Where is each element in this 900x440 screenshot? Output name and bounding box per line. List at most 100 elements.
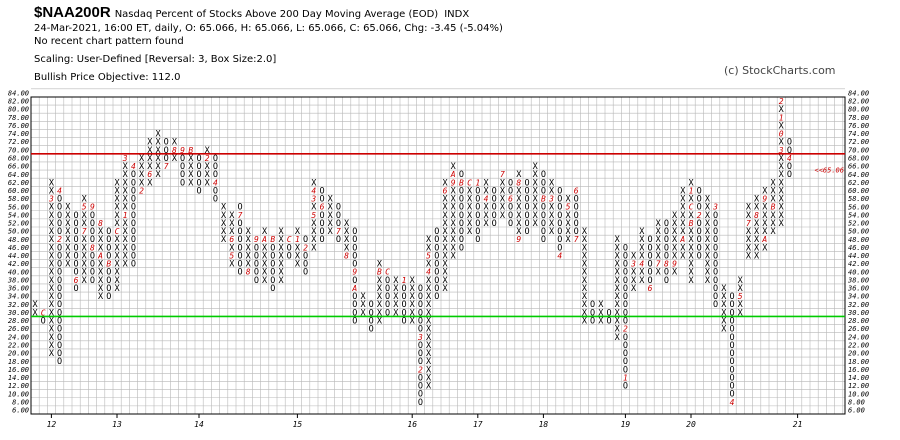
o-box: O bbox=[697, 227, 702, 237]
month-marker: 1 bbox=[475, 178, 480, 187]
x-box: X bbox=[705, 276, 711, 286]
x-box: X bbox=[467, 203, 473, 213]
o-box: O bbox=[319, 211, 324, 221]
x-box: X bbox=[147, 154, 153, 164]
x-box: X bbox=[451, 186, 457, 196]
x-box: X bbox=[123, 243, 129, 253]
chart-header: $NAA200R Nasdaq Percent of Stocks Above 2… bbox=[34, 4, 594, 84]
o-box: O bbox=[385, 276, 390, 286]
month-marker: 2 bbox=[418, 365, 423, 374]
x-box: X bbox=[393, 308, 399, 318]
y-tick-label-right: 82.00 bbox=[848, 98, 869, 106]
o-box: O bbox=[623, 333, 628, 343]
y-tick-label-right: 52.00 bbox=[848, 220, 869, 228]
o-box: O bbox=[713, 235, 718, 245]
o-box: O bbox=[131, 170, 136, 180]
year-label: 19 bbox=[621, 420, 631, 429]
x-box: X bbox=[500, 195, 506, 205]
month-marker: 2 bbox=[697, 211, 702, 220]
o-box: O bbox=[418, 357, 423, 367]
x-box: X bbox=[49, 251, 55, 261]
x-box: X bbox=[533, 170, 539, 180]
o-box: O bbox=[57, 284, 62, 294]
x-box: X bbox=[377, 292, 383, 302]
o-box: O bbox=[254, 260, 259, 270]
x-box: X bbox=[483, 211, 489, 221]
y-tick-label-left: 84.00 bbox=[8, 89, 29, 97]
x-box: X bbox=[426, 357, 432, 367]
x-box: X bbox=[705, 203, 711, 213]
x-box: X bbox=[615, 308, 621, 318]
month-marker: 6 bbox=[508, 195, 513, 204]
x-box: X bbox=[426, 349, 432, 359]
x-box: X bbox=[114, 203, 120, 213]
o-box: O bbox=[164, 154, 169, 164]
month-marker: 3 bbox=[310, 195, 316, 204]
o-box: O bbox=[508, 203, 513, 213]
month-marker: 3 bbox=[778, 146, 784, 155]
current-price-marker: <<65.06 bbox=[814, 166, 844, 174]
o-box: O bbox=[131, 251, 136, 261]
o-box: O bbox=[237, 243, 242, 253]
o-box: O bbox=[270, 268, 275, 278]
y-tick-label-right: 74.00 bbox=[848, 130, 869, 138]
x-box: X bbox=[65, 219, 71, 229]
o-box: O bbox=[475, 219, 480, 229]
x-box: X bbox=[360, 300, 366, 310]
x-box: X bbox=[65, 203, 71, 213]
o-box: O bbox=[73, 251, 78, 261]
x-box: X bbox=[721, 317, 727, 327]
x-box: X bbox=[139, 154, 145, 164]
month-marker: C bbox=[467, 178, 472, 187]
month-marker: 4 bbox=[557, 251, 562, 260]
x-box: X bbox=[278, 243, 284, 253]
o-box: O bbox=[369, 325, 374, 335]
x-box: X bbox=[762, 186, 768, 196]
title-line: $NAA200R Nasdaq Percent of Stocks Above 2… bbox=[34, 4, 594, 22]
o-box: O bbox=[590, 317, 595, 327]
year-label: 12 bbox=[47, 420, 57, 429]
month-marker: 3 bbox=[417, 333, 423, 342]
x-box: X bbox=[598, 308, 604, 318]
o-box: O bbox=[336, 203, 341, 213]
o-box: O bbox=[213, 162, 218, 172]
o-box: O bbox=[623, 276, 628, 286]
o-box: O bbox=[459, 211, 464, 221]
x-box: X bbox=[49, 219, 55, 229]
y-tick-label-left: 60.00 bbox=[8, 187, 29, 195]
o-box: O bbox=[434, 268, 439, 278]
month-marker: 2 bbox=[303, 243, 308, 252]
o-box: O bbox=[237, 219, 242, 229]
o-box: O bbox=[57, 349, 62, 359]
month-marker: 7 bbox=[500, 170, 505, 179]
x-box: X bbox=[762, 211, 768, 221]
o-box: O bbox=[352, 292, 357, 302]
o-box: O bbox=[319, 186, 324, 196]
x-box: X bbox=[410, 276, 416, 286]
o-box: O bbox=[287, 243, 292, 253]
x-box: X bbox=[205, 146, 211, 156]
x-box: X bbox=[114, 178, 120, 188]
o-box: O bbox=[254, 251, 259, 261]
x-box: X bbox=[451, 219, 457, 229]
month-marker: 5 bbox=[426, 251, 431, 260]
month-marker: A bbox=[450, 170, 456, 179]
month-marker: B bbox=[377, 268, 382, 277]
o-box: O bbox=[541, 227, 546, 237]
month-marker: 9 bbox=[180, 146, 185, 155]
x-box: X bbox=[123, 170, 129, 180]
o-box: O bbox=[713, 243, 718, 253]
x-box: X bbox=[442, 268, 448, 278]
x-box: X bbox=[615, 333, 621, 343]
x-box: X bbox=[32, 300, 38, 310]
o-box: O bbox=[106, 284, 111, 294]
x-box: X bbox=[770, 186, 776, 196]
o-box: O bbox=[303, 268, 308, 278]
o-box: O bbox=[90, 268, 95, 278]
o-box: O bbox=[418, 382, 423, 392]
o-box: O bbox=[787, 138, 792, 148]
o-box: O bbox=[90, 227, 95, 237]
x-box: X bbox=[172, 138, 178, 148]
o-box: O bbox=[557, 235, 562, 245]
